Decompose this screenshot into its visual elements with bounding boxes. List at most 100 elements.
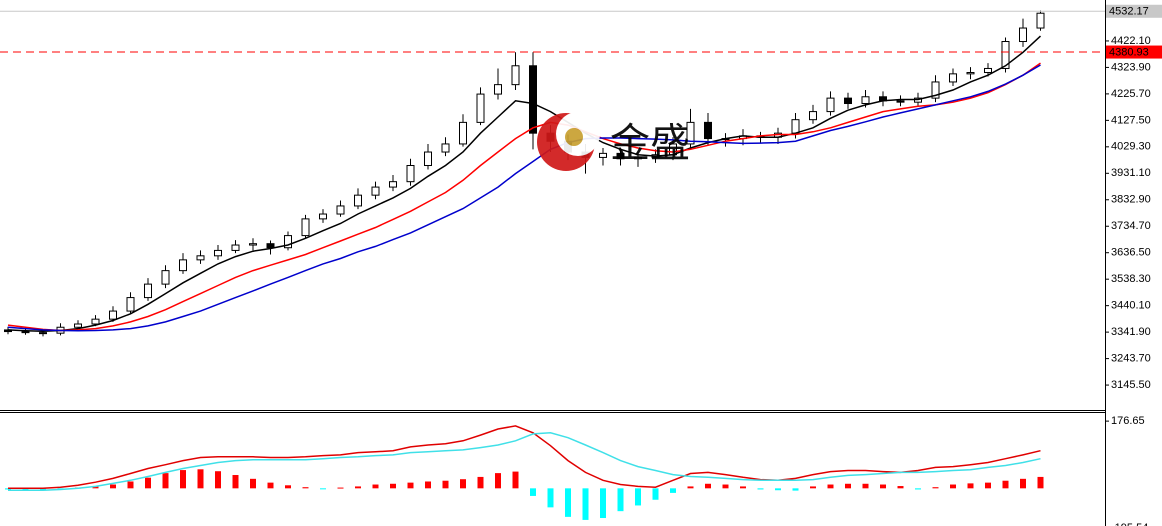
- histogram-bar: [215, 471, 221, 489]
- histogram-bar: [897, 486, 904, 489]
- candle-body: [616, 152, 625, 160]
- candle-body: [196, 255, 205, 261]
- candle-body: [441, 143, 450, 153]
- histogram-bar: [180, 470, 186, 489]
- histogram-bar: [390, 483, 396, 489]
- candle-body: [284, 235, 292, 249]
- histogram-bar: [547, 488, 554, 508]
- histogram-bar: [477, 476, 484, 489]
- logo-ball: [565, 128, 583, 146]
- candle-body: [791, 119, 800, 134]
- candle-body: [931, 81, 940, 99]
- histogram-bar: [512, 471, 519, 489]
- histogram-bar: [617, 488, 624, 512]
- candle-body: [161, 270, 170, 285]
- histogram-bar: [810, 486, 816, 489]
- histogram-bar: [600, 488, 606, 519]
- candle-body: [686, 121, 695, 145]
- histogram-bar: [232, 475, 239, 489]
- candle-body: [354, 194, 362, 207]
- histogram-bar: [250, 478, 256, 489]
- histogram-bar: [967, 483, 974, 489]
- candle-body: [896, 100, 905, 103]
- candle-body: [949, 73, 957, 83]
- y-tick-label: 3636.50: [1111, 247, 1151, 259]
- candle-body: [179, 259, 187, 272]
- candle-body: [966, 72, 975, 75]
- histogram-bar: [652, 488, 659, 500]
- histogram-bar: [932, 487, 939, 489]
- price-label-box: [1106, 4, 1162, 18]
- candle-body: [844, 97, 852, 105]
- y-tick-label: 3145.50: [1111, 379, 1151, 391]
- candle-body: [91, 318, 100, 325]
- histogram-bar: [705, 483, 711, 489]
- y-tick-label: 4422.10: [1111, 35, 1151, 47]
- price-label: 4380.93: [1109, 46, 1149, 58]
- histogram-bar: [1002, 480, 1009, 489]
- candle-body: [109, 310, 117, 320]
- candle-body: [861, 96, 870, 105]
- candle-body: [529, 65, 537, 134]
- price-label: 4532.17: [1109, 6, 1149, 18]
- candle-body: [424, 151, 432, 167]
- histogram-bar: [267, 482, 274, 489]
- histogram-bar: [950, 484, 956, 489]
- moving-average: [7, 62, 1041, 332]
- histogram-bar: [355, 486, 361, 489]
- histogram-bar: [845, 483, 851, 489]
- candle-body: [1019, 27, 1027, 43]
- histogram-bar: [197, 469, 204, 489]
- y-tick-label: 4225.70: [1111, 88, 1151, 100]
- y-tick-label: 3341.90: [1111, 326, 1151, 338]
- candle-body: [704, 121, 712, 140]
- histogram-bar: [320, 488, 326, 490]
- histogram-bar: [635, 488, 641, 506]
- histogram-bar: [985, 482, 991, 489]
- histogram-bar: [740, 486, 746, 489]
- scale-min-label: -195.54: [1111, 522, 1148, 526]
- candle-body: [371, 186, 380, 196]
- histogram-bar: [1037, 476, 1044, 489]
- histogram-bar: [372, 484, 379, 489]
- candle-body: [809, 111, 817, 121]
- histogram-bar: [337, 487, 344, 489]
- histogram-bar: [425, 481, 431, 489]
- candle-body: [336, 205, 345, 215]
- y-tick-label: 4127.50: [1111, 114, 1151, 126]
- histogram-bar: [880, 484, 886, 489]
- histogram-bar: [530, 488, 536, 496]
- histogram-bar: [127, 481, 134, 489]
- candle-body: [1036, 12, 1045, 29]
- candle-body: [21, 331, 30, 334]
- candle-body: [406, 165, 415, 183]
- histogram-bar: [862, 483, 869, 489]
- candle-body: [634, 156, 642, 160]
- candle-body: [826, 97, 835, 113]
- candle-body: [984, 67, 992, 74]
- moving-average: [7, 64, 1041, 332]
- candle-body: [214, 249, 222, 257]
- candle-body: [301, 218, 310, 237]
- histogram-bar: [285, 485, 291, 489]
- histogram-bar: [687, 486, 694, 489]
- candle-body: [494, 84, 502, 95]
- price-label-box: [1106, 45, 1162, 59]
- y-tick-label: 3538.30: [1111, 273, 1151, 285]
- histogram-bar: [407, 482, 414, 489]
- y-tick-label: 176.65: [1111, 415, 1145, 427]
- histogram-bar: [495, 473, 501, 489]
- candle-body: [319, 213, 327, 220]
- candle-body: [144, 283, 152, 299]
- histogram-bar: [792, 488, 799, 491]
- y-tick-label: 4323.90: [1111, 61, 1151, 73]
- histogram-bar: [110, 484, 116, 489]
- moving-average: [7, 35, 1042, 333]
- y-tick-label: 3440.10: [1111, 300, 1151, 312]
- histogram-bar: [460, 479, 466, 489]
- y-tick-label: 4029.30: [1111, 141, 1151, 153]
- candle-body: [266, 243, 275, 249]
- histogram-bar: [162, 473, 169, 489]
